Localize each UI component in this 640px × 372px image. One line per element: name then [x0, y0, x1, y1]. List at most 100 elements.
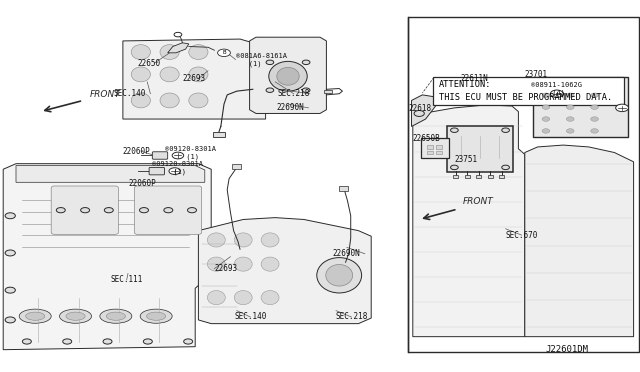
- FancyBboxPatch shape: [152, 152, 168, 159]
- Ellipse shape: [234, 291, 252, 305]
- Text: ®09120-8301A
     (1): ®09120-8301A (1): [165, 145, 216, 160]
- FancyBboxPatch shape: [134, 186, 202, 234]
- Circle shape: [184, 339, 193, 344]
- Bar: [436, 145, 442, 149]
- Circle shape: [104, 208, 113, 213]
- Bar: [488, 175, 493, 178]
- Polygon shape: [16, 166, 205, 182]
- FancyBboxPatch shape: [213, 132, 225, 137]
- Circle shape: [169, 168, 180, 174]
- Bar: [499, 175, 504, 178]
- Text: ®09120-8301A
     (1): ®09120-8301A (1): [152, 161, 203, 175]
- Circle shape: [103, 339, 112, 344]
- Text: SEC.111: SEC.111: [111, 275, 143, 284]
- Ellipse shape: [189, 67, 208, 82]
- Circle shape: [143, 339, 152, 344]
- Circle shape: [172, 152, 184, 159]
- Text: 22611N: 22611N: [461, 74, 488, 83]
- Text: SEC.140: SEC.140: [114, 89, 147, 98]
- Ellipse shape: [160, 45, 179, 60]
- Polygon shape: [462, 81, 486, 100]
- FancyBboxPatch shape: [433, 77, 624, 105]
- Bar: [436, 151, 442, 154]
- Ellipse shape: [566, 129, 574, 133]
- Circle shape: [414, 110, 424, 116]
- Ellipse shape: [131, 93, 150, 108]
- Ellipse shape: [189, 45, 208, 60]
- Circle shape: [63, 339, 72, 344]
- Ellipse shape: [566, 117, 574, 121]
- Circle shape: [502, 128, 509, 132]
- FancyBboxPatch shape: [421, 138, 449, 158]
- Bar: [465, 175, 470, 178]
- Circle shape: [81, 208, 90, 213]
- FancyBboxPatch shape: [339, 186, 348, 191]
- Bar: [408, 17, 639, 352]
- Bar: [427, 151, 433, 154]
- Circle shape: [266, 60, 274, 65]
- Circle shape: [56, 208, 65, 213]
- Ellipse shape: [131, 67, 150, 82]
- Text: FRONT: FRONT: [463, 198, 493, 206]
- Circle shape: [302, 88, 310, 92]
- Ellipse shape: [160, 93, 179, 108]
- Circle shape: [218, 49, 230, 57]
- Polygon shape: [198, 218, 371, 324]
- Ellipse shape: [106, 312, 125, 320]
- FancyBboxPatch shape: [149, 167, 164, 175]
- Ellipse shape: [591, 117, 598, 121]
- Ellipse shape: [566, 105, 574, 109]
- Text: SEC.218: SEC.218: [335, 312, 368, 321]
- Circle shape: [266, 88, 274, 92]
- Ellipse shape: [207, 291, 225, 305]
- Circle shape: [502, 165, 509, 170]
- Polygon shape: [3, 164, 211, 350]
- Circle shape: [5, 250, 15, 256]
- Ellipse shape: [66, 312, 85, 320]
- Text: 22693: 22693: [214, 264, 237, 273]
- FancyBboxPatch shape: [324, 90, 332, 93]
- Ellipse shape: [189, 93, 208, 108]
- Circle shape: [174, 32, 182, 37]
- Ellipse shape: [542, 93, 550, 97]
- Polygon shape: [525, 145, 634, 337]
- Text: ®08911-1062G
     (4): ®08911-1062G (4): [531, 82, 582, 96]
- Ellipse shape: [19, 309, 51, 323]
- Text: ATTENTION:
THIS ECU MUST BE PROGRAMMED DATA.: ATTENTION: THIS ECU MUST BE PROGRAMMED D…: [439, 80, 612, 102]
- Bar: [427, 145, 433, 149]
- Ellipse shape: [542, 129, 550, 133]
- Ellipse shape: [131, 45, 150, 60]
- Ellipse shape: [100, 309, 132, 323]
- Ellipse shape: [234, 233, 252, 247]
- Circle shape: [140, 208, 148, 213]
- FancyBboxPatch shape: [447, 126, 513, 172]
- Polygon shape: [250, 37, 326, 113]
- Text: B: B: [222, 50, 226, 55]
- Ellipse shape: [542, 117, 550, 121]
- Ellipse shape: [207, 233, 225, 247]
- FancyBboxPatch shape: [51, 186, 118, 234]
- Ellipse shape: [160, 67, 179, 82]
- Text: 23751: 23751: [454, 155, 477, 164]
- Text: 23701: 23701: [525, 70, 548, 79]
- Text: 22060P: 22060P: [128, 179, 156, 187]
- Ellipse shape: [26, 312, 45, 320]
- Ellipse shape: [60, 309, 92, 323]
- Ellipse shape: [317, 257, 362, 293]
- FancyBboxPatch shape: [232, 164, 241, 169]
- Text: 22650B: 22650B: [413, 134, 440, 143]
- Text: ®081A6-8161A
   (1): ®081A6-8161A (1): [236, 52, 287, 67]
- Circle shape: [451, 128, 458, 132]
- Ellipse shape: [591, 129, 598, 133]
- Text: 22690N: 22690N: [333, 249, 360, 258]
- Circle shape: [550, 90, 563, 97]
- Ellipse shape: [591, 105, 598, 109]
- Ellipse shape: [566, 93, 574, 97]
- Circle shape: [616, 104, 628, 112]
- Ellipse shape: [591, 93, 598, 97]
- Polygon shape: [412, 95, 436, 126]
- FancyBboxPatch shape: [533, 77, 628, 137]
- Text: FRONT: FRONT: [90, 90, 120, 99]
- Circle shape: [302, 60, 310, 65]
- Text: 22060P: 22060P: [123, 147, 150, 155]
